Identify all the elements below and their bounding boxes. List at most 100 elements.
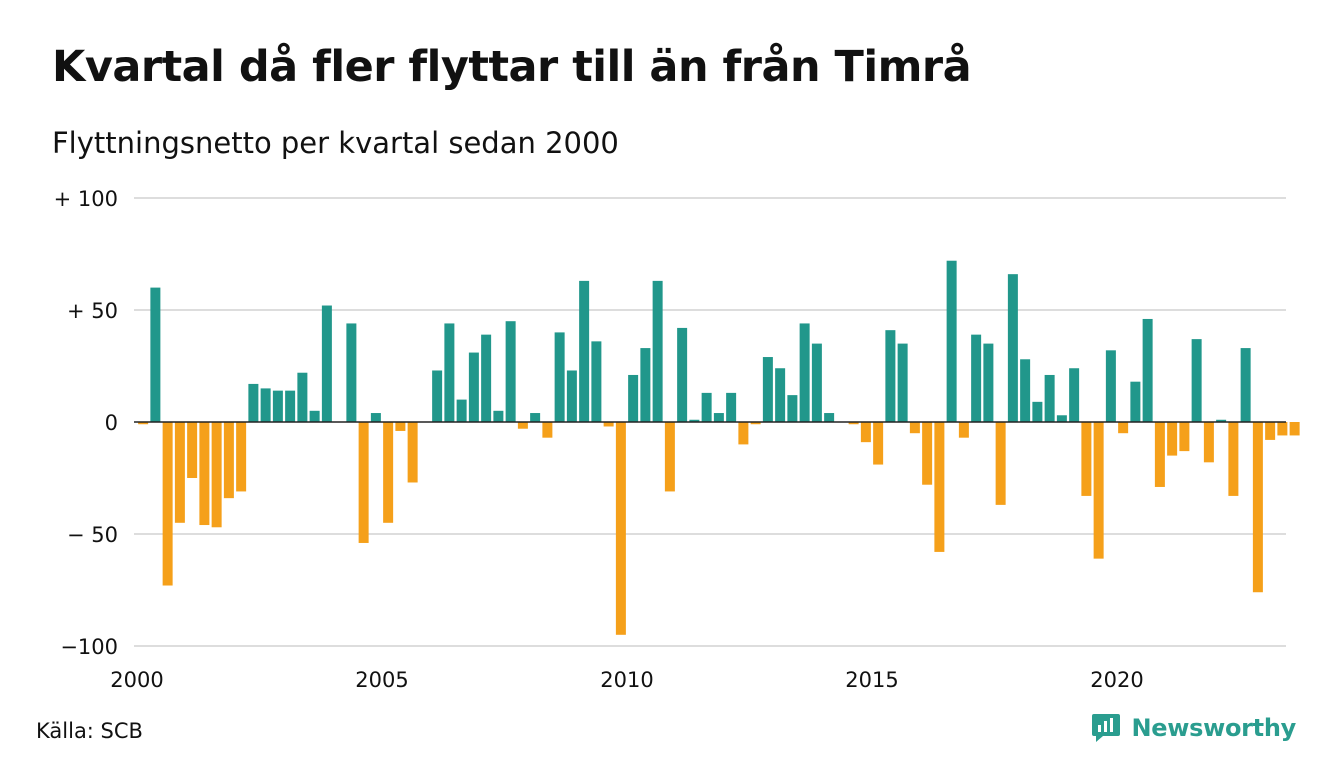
bar: 2005 Q3: -27	[407, 422, 418, 483]
bar: 2000 Q3: -73	[162, 422, 173, 586]
bar: 2016 Q4: -7	[958, 422, 969, 438]
bar: 2007 Q4: -3	[517, 422, 528, 429]
bar: 2003 Q4: 52	[321, 305, 332, 422]
bar: 2002 Q1: -31	[236, 422, 247, 492]
bar: 2015 Q3: 35	[897, 343, 908, 422]
bar: 2006 Q3: 10	[456, 399, 467, 422]
bar: 2020 Q3: 46	[1142, 318, 1153, 422]
bar: 2020 Q2: 18	[1130, 381, 1141, 422]
chart-subtitle: Flyttningsnetto per kvartal sedan 2000	[52, 126, 619, 160]
bar: 2007 Q3: 45	[505, 321, 516, 422]
bar: 2023 Q2: -6	[1277, 422, 1288, 436]
bar: 2005 Q2: -4	[395, 422, 406, 431]
bar: 2003 Q3: 5	[309, 410, 320, 422]
bar: 2021 Q2: -13	[1179, 422, 1190, 452]
brand-name: Newsworthy	[1131, 714, 1296, 742]
bar: 2017 Q2: 35	[983, 343, 994, 422]
bar: 2017 Q1: 39	[971, 334, 982, 422]
bar: 2013 Q2: 12	[787, 395, 798, 422]
bar: 2000 Q1: -1	[138, 422, 149, 425]
bar: 2002 Q4: 14	[272, 390, 283, 422]
bar: 2001 Q1: -25	[187, 422, 198, 478]
bar: 2022 Q2: -33	[1228, 422, 1239, 496]
bar: 2011 Q2: 1	[689, 419, 700, 422]
bar: 2009 Q1: 63	[579, 280, 590, 422]
bar: 2018 Q4: 3	[1056, 415, 1067, 422]
bar: 2019 Q3: -61	[1093, 422, 1104, 559]
bar: 2018 Q3: 21	[1044, 374, 1055, 422]
bar: 2020 Q4: -29	[1154, 422, 1165, 487]
bar: 2023 Q1: -8	[1265, 422, 1276, 440]
bar-chart: + 100 + 50 0 − 50 −100 2000 Q1: -12000 Q2: 6…	[54, 187, 1300, 692]
bar: 2003 Q2: 22	[297, 372, 308, 422]
bar: 2012 Q1: 13	[726, 392, 737, 422]
bar: 2018 Q1: 28	[1020, 359, 1031, 422]
bar: 2019 Q1: 24	[1069, 368, 1080, 422]
bar: 2020 Q1: -5	[1118, 422, 1129, 434]
bar: 2006 Q1: 23	[432, 370, 443, 422]
x-axis-ticks: 2000 2005 2010 2015 2020	[110, 668, 1143, 692]
bar: 2014 Q1: 4	[824, 413, 835, 422]
bars: 2000 Q1: -12000 Q2: 602000 Q3: -732000 Q…	[138, 260, 1300, 635]
y-tick-label: + 50	[67, 299, 118, 323]
bar: 2010 Q2: 33	[640, 348, 651, 422]
bar: 2008 Q3: 40	[554, 332, 565, 422]
bar: 2011 Q3: 13	[701, 392, 712, 422]
bar: 2006 Q2: 44	[444, 323, 455, 422]
bar: 2008 Q2: -7	[542, 422, 553, 438]
bar: 2010 Q4: -31	[664, 422, 675, 492]
bar: 2010 Q1: 21	[628, 374, 639, 422]
bar: 2009 Q3: -2	[603, 422, 614, 427]
bar: 2017 Q3: -37	[995, 422, 1006, 505]
x-tick-label: 2000	[110, 668, 163, 692]
y-tick-label: −100	[60, 635, 118, 659]
bar: 2001 Q4: -34	[223, 422, 234, 499]
x-tick-label: 2020	[1090, 668, 1143, 692]
y-tick-label: + 100	[54, 187, 118, 211]
y-tick-label: − 50	[67, 523, 118, 547]
chart-title: Kvartal då fler flyttar till än från Tim…	[52, 42, 972, 92]
bar: 2010 Q3: 63	[652, 280, 663, 422]
x-tick-label: 2005	[355, 668, 408, 692]
bar: 2022 Q1: 1	[1216, 419, 1227, 422]
bar: 2021 Q1: -15	[1167, 422, 1178, 456]
bar: 2013 Q1: 24	[775, 368, 786, 422]
bar: 2000 Q2: 60	[150, 287, 161, 422]
bar: 2012 Q2: -10	[738, 422, 749, 445]
bar: 2002 Q2: 17	[248, 383, 259, 422]
bar: 2016 Q2: -58	[934, 422, 945, 552]
bar: 2015 Q2: 41	[885, 330, 896, 422]
bar: 2017 Q4: 66	[1007, 274, 1018, 422]
brand-logo: Newsworthy	[1091, 712, 1296, 744]
newsworthy-logo-icon	[1092, 714, 1121, 742]
bar: 2002 Q3: 15	[260, 388, 271, 422]
bar: 2004 Q4: 4	[370, 413, 381, 422]
bar: 2013 Q3: 44	[799, 323, 810, 422]
y-tick-label: 0	[105, 411, 118, 435]
bar: 2019 Q4: 32	[1105, 350, 1116, 422]
bar: 2015 Q4: -5	[909, 422, 920, 434]
bar: 2014 Q4: -9	[860, 422, 871, 443]
bar: 2003 Q1: 14	[285, 390, 296, 422]
bar: 2012 Q4: 29	[762, 357, 773, 422]
x-tick-label: 2015	[845, 668, 898, 692]
bar: 2006 Q4: 31	[468, 352, 479, 422]
y-axis-ticks: + 100 + 50 0 − 50 −100	[54, 187, 118, 659]
bar: 2013 Q4: 35	[811, 343, 822, 422]
bar: 2011 Q4: 4	[713, 413, 724, 422]
bar: 2004 Q3: -54	[358, 422, 369, 543]
bar: 2016 Q3: 72	[946, 260, 957, 422]
bar: 2009 Q2: 36	[591, 341, 602, 422]
bar: 2023 Q3: -6	[1289, 422, 1300, 436]
bar: 2015 Q1: -19	[873, 422, 884, 465]
bar: 2000 Q4: -45	[174, 422, 185, 523]
bar: 2001 Q2: -46	[199, 422, 210, 526]
bar: 2004 Q2: 44	[346, 323, 357, 422]
source-note: Källa: SCB	[36, 719, 143, 743]
bar: 2021 Q3: 37	[1191, 339, 1202, 422]
x-tick-label: 2010	[600, 668, 653, 692]
bar: 2018 Q2: 9	[1032, 401, 1043, 422]
bar: 2007 Q2: 5	[493, 410, 504, 422]
bar: 2001 Q3: -47	[211, 422, 222, 528]
bar: 2022 Q3: 33	[1240, 348, 1251, 422]
